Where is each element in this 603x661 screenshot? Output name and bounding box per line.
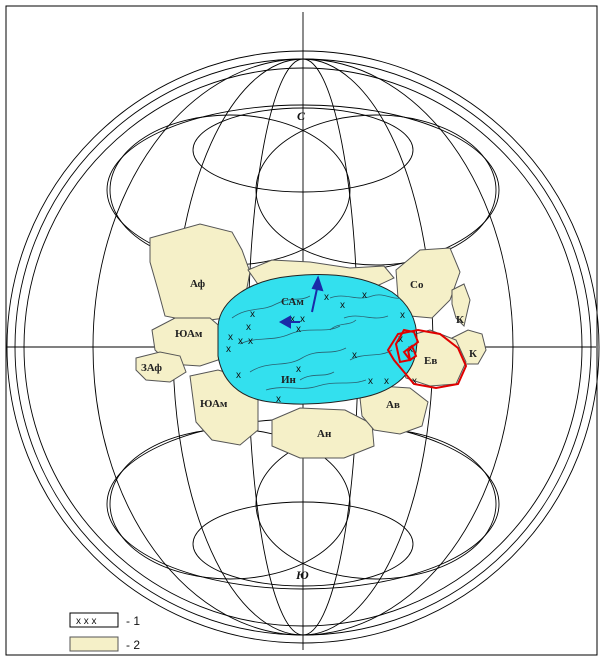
x-mark: x (300, 314, 305, 325)
movement-arrows (278, 275, 324, 329)
label-so: Со (410, 279, 424, 291)
land-an (271, 407, 375, 459)
legend-swatch-x (69, 612, 119, 628)
label-k-lower: К (469, 348, 477, 360)
x-mark: x (352, 350, 357, 361)
x-mark: x (362, 290, 367, 301)
x-mark: x (340, 300, 345, 311)
arrow-up-head (311, 275, 324, 292)
label-av: Ав (386, 399, 400, 411)
legend-symbol-x: x x x (76, 616, 97, 627)
label-in: Ин (281, 374, 297, 386)
legend-label-1: - 1 (126, 614, 140, 628)
x-mark: x (412, 376, 417, 387)
north-pole-label: С (297, 109, 306, 123)
label-sam: САм (281, 296, 304, 308)
x-mark: x (246, 322, 251, 333)
x-mark: x (296, 364, 301, 375)
label-zaf: ЗАф (141, 362, 162, 374)
europe-highlight (386, 328, 468, 390)
south-pole-label: Ю (295, 568, 309, 582)
region-contours (231, 294, 401, 391)
land-k-upper (451, 283, 471, 327)
legend-swatch-land (69, 636, 119, 652)
x-mark: x (276, 394, 281, 405)
label-yuam-upper: ЮАм (175, 328, 203, 340)
x-mark: x (296, 324, 301, 335)
arrow-left-head (278, 315, 291, 329)
x-mark: x (400, 310, 405, 321)
label-ev: Ев (424, 355, 437, 367)
legend: x x x - 1 - 2 (69, 612, 140, 652)
label-an: Ан (317, 428, 332, 440)
x-mark: x (226, 344, 231, 355)
x-mark: x (398, 334, 403, 345)
x-mark: x (384, 376, 389, 387)
label-k-upper: К (456, 314, 464, 326)
x-mark: x (290, 314, 295, 325)
x-mark: x (250, 309, 255, 320)
label-af: Аф (190, 278, 206, 290)
land-masses (135, 223, 487, 459)
x-mark: x (238, 336, 243, 347)
x-mark: x (236, 370, 241, 381)
x-mark: x (408, 344, 413, 355)
x-mark: x (228, 332, 233, 343)
legend-label-2: - 2 (126, 638, 140, 652)
label-yuam-lower: ЮАм (200, 398, 228, 410)
land-zaf (135, 351, 187, 383)
x-mark: x (324, 292, 329, 303)
x-mark: x (368, 376, 373, 387)
x-mark: x (248, 336, 253, 347)
